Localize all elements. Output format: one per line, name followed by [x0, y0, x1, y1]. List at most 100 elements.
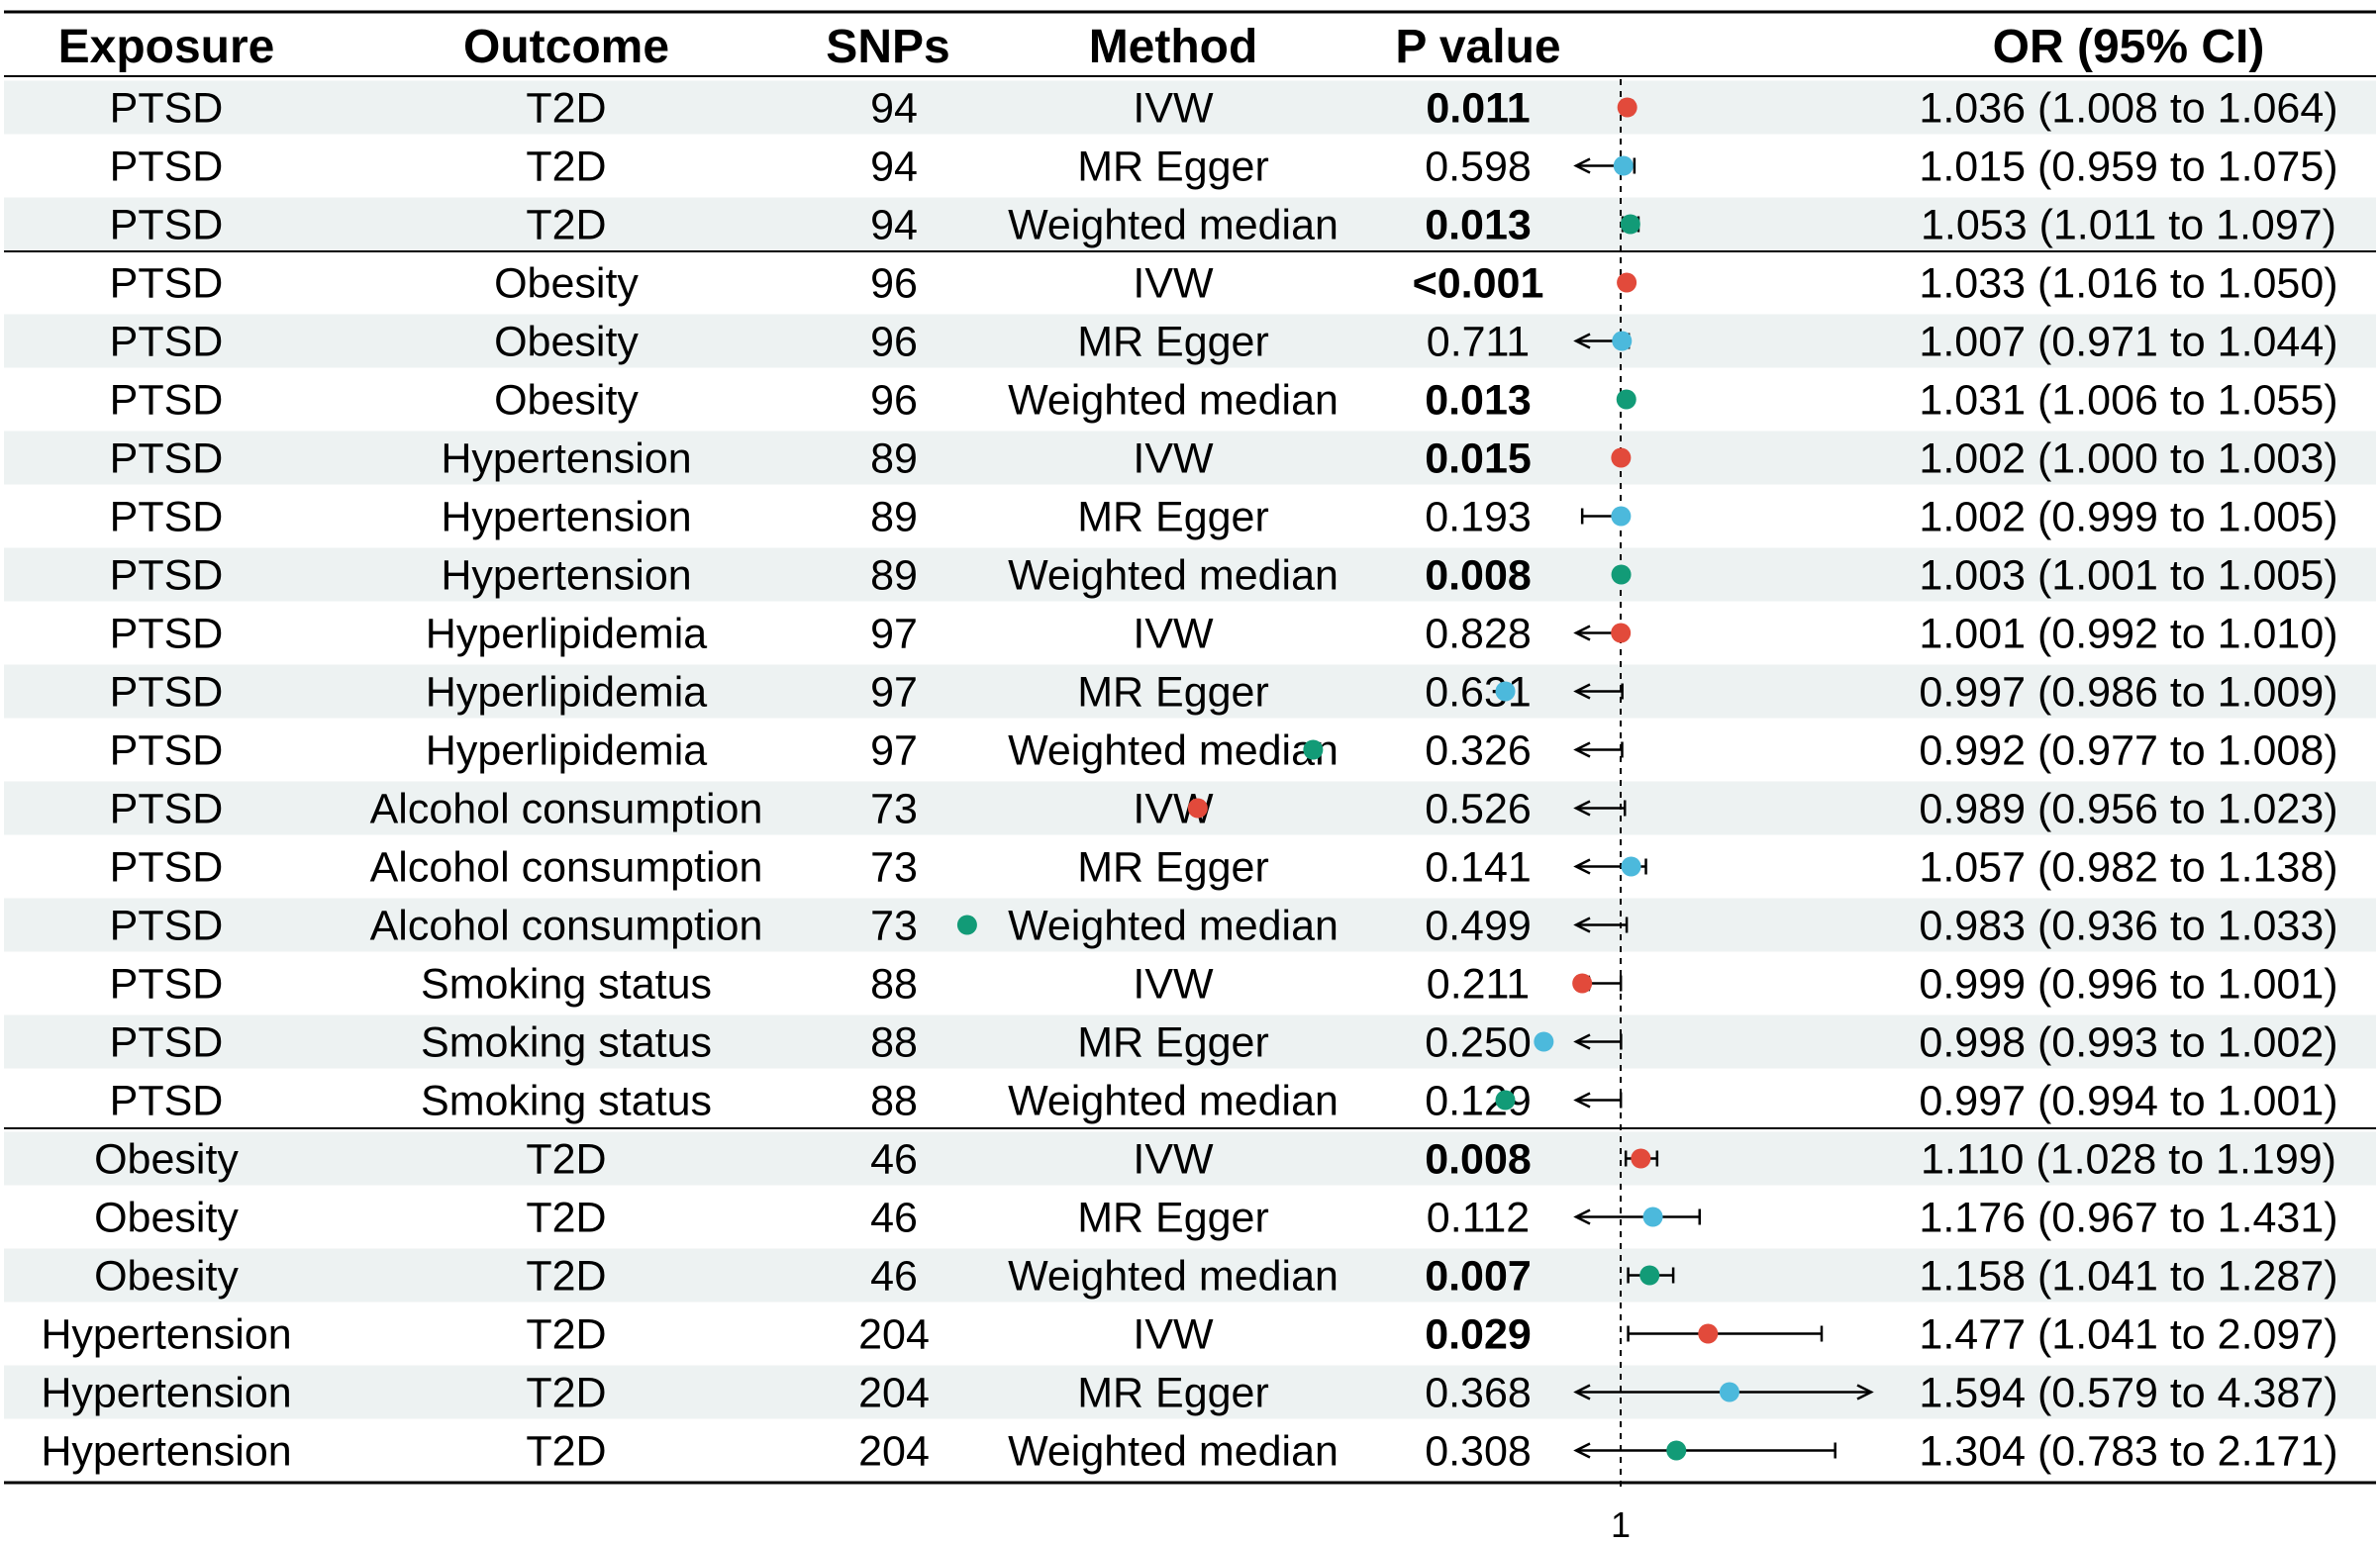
cell-exposure: PTSD	[110, 669, 224, 717]
cell-snps: 88	[870, 1019, 918, 1067]
cell-method: IVW	[1133, 260, 1214, 308]
or-point	[1620, 214, 1640, 235]
or-point	[1611, 447, 1632, 468]
cell-outcome: Smoking status	[421, 1019, 712, 1067]
cell-method: MR Egger	[1077, 144, 1269, 191]
cell-exposure: Hypertension	[41, 1370, 291, 1417]
row-stripe	[4, 1131, 2376, 1186]
cell-or-ci: 1.003 (1.001 to 1.005)	[1919, 552, 2337, 600]
cell-exposure: PTSD	[110, 961, 224, 1009]
row-stripe	[4, 1365, 2376, 1419]
cell-p-value: 0.008	[1425, 552, 1532, 600]
cell-or-ci: 0.997 (0.994 to 1.001)	[1919, 1078, 2337, 1125]
cell-exposure: PTSD	[110, 202, 224, 249]
cell-outcome: Hypertension	[441, 552, 691, 600]
row-stripe	[4, 431, 2376, 485]
header-row: Exposure Outcome SNPs Method P value OR …	[58, 21, 2265, 73]
cell-method: IVW	[1133, 611, 1214, 658]
cell-method: MR Egger	[1077, 844, 1269, 892]
header-method: Method	[1089, 21, 1258, 73]
forest-marks	[956, 97, 1874, 1461]
cell-p-value: 0.015	[1425, 435, 1532, 483]
cell-outcome: T2D	[526, 1428, 606, 1476]
cell-or-ci: 1.036 (1.008 to 1.064)	[1919, 85, 2337, 133]
or-point	[1611, 623, 1632, 643]
cell-snps: 88	[870, 961, 918, 1009]
ci-arrow-left	[1573, 1208, 1591, 1225]
cell-snps: 204	[858, 1370, 930, 1417]
cell-outcome: Alcohol consumption	[370, 903, 763, 950]
table-cells: PTSD T2D 94 IVW 0.011 1.036 (1.008 to 1.064) P…	[41, 85, 2337, 1476]
cell-method: Weighted median	[1008, 903, 1339, 950]
cell-outcome: Hyperlipidemia	[426, 669, 707, 717]
ci-arrow-left	[1573, 1092, 1591, 1109]
cell-p-value: 0.011	[1426, 85, 1530, 133]
or-point	[1631, 1148, 1651, 1169]
or-point	[1611, 506, 1632, 527]
cell-or-ci: 0.997 (0.986 to 1.009)	[1919, 669, 2337, 717]
cell-exposure: PTSD	[110, 1019, 224, 1067]
table-rules	[4, 10, 2376, 1485]
cell-snps: 89	[870, 552, 918, 600]
header-or-ci: OR (95% CI)	[1993, 21, 2265, 73]
row-stripe	[4, 197, 2376, 251]
cell-method: IVW	[1133, 435, 1214, 483]
ci-arrow-left	[1573, 800, 1591, 817]
cell-outcome: T2D	[526, 1311, 606, 1359]
cell-snps: 73	[870, 786, 918, 833]
or-point	[1642, 1207, 1663, 1227]
or-point	[1719, 1382, 1739, 1402]
cell-snps: 89	[870, 494, 918, 541]
cell-outcome: T2D	[526, 1253, 606, 1301]
cell-snps: 94	[870, 202, 918, 249]
cell-method: IVW	[1133, 961, 1214, 1009]
cell-exposure: PTSD	[110, 903, 224, 950]
cell-outcome: Obesity	[494, 377, 639, 425]
cell-exposure: PTSD	[110, 319, 224, 366]
cell-snps: 94	[870, 144, 918, 191]
cell-snps: 96	[870, 260, 918, 308]
ci-arrow-left	[1573, 1033, 1591, 1050]
cell-outcome: Hyperlipidemia	[426, 611, 707, 658]
cell-method: Weighted median	[1008, 202, 1339, 249]
cell-or-ci: 1.002 (0.999 to 1.005)	[1919, 494, 2337, 541]
header-snps: SNPs	[826, 21, 949, 73]
or-point	[1617, 97, 1637, 118]
cell-method: MR Egger	[1077, 319, 1269, 366]
header-outcome: Outcome	[463, 21, 669, 73]
cell-snps: 46	[870, 1195, 918, 1242]
cell-exposure: PTSD	[110, 786, 224, 833]
cell-or-ci: 1.031 (1.006 to 1.055)	[1919, 377, 2337, 425]
or-point	[1666, 1440, 1687, 1461]
cell-p-value: 0.141	[1425, 844, 1532, 892]
cell-snps: 46	[870, 1136, 918, 1184]
cell-outcome: Smoking status	[421, 1078, 712, 1125]
cell-method: IVW	[1133, 1311, 1214, 1359]
cell-or-ci: 0.999 (0.996 to 1.001)	[1919, 961, 2337, 1009]
cell-method: MR Egger	[1077, 669, 1269, 717]
cell-or-ci: 1.033 (1.016 to 1.050)	[1919, 260, 2337, 308]
cell-snps: 94	[870, 85, 918, 133]
cell-method: Weighted median	[1008, 1078, 1339, 1125]
cell-outcome: Alcohol consumption	[370, 844, 763, 892]
cell-or-ci: 0.989 (0.956 to 1.023)	[1919, 786, 2337, 833]
or-point	[1612, 331, 1633, 351]
cell-p-value: 0.112	[1427, 1195, 1530, 1242]
cell-p-value: 0.631	[1425, 669, 1532, 717]
ci-arrow-left	[1573, 858, 1591, 875]
cell-p-value: 0.013	[1425, 377, 1532, 425]
cell-snps: 88	[870, 1078, 918, 1125]
or-point	[1698, 1323, 1719, 1344]
cell-outcome: T2D	[526, 144, 606, 191]
cell-method: IVW	[1133, 85, 1214, 133]
x-axis-tick-label: 1	[1611, 1504, 1631, 1545]
cell-exposure: PTSD	[110, 85, 224, 133]
cell-or-ci: 1.053 (1.011 to 1.097)	[1921, 202, 2336, 249]
cell-or-ci: 0.992 (0.977 to 1.008)	[1919, 727, 2337, 775]
cell-outcome: T2D	[526, 85, 606, 133]
cell-outcome: T2D	[526, 1136, 606, 1184]
cell-method: MR Egger	[1077, 494, 1269, 541]
cell-snps: 204	[858, 1311, 930, 1359]
or-point	[1639, 1265, 1660, 1286]
cell-outcome: T2D	[526, 1195, 606, 1242]
